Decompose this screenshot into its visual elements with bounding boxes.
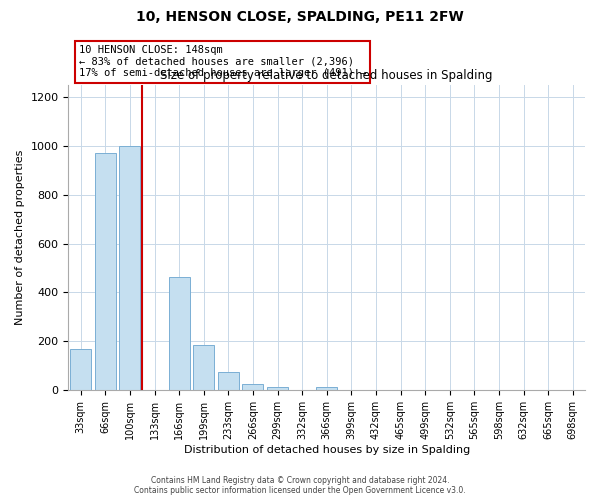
X-axis label: Distribution of detached houses by size in Spalding: Distribution of detached houses by size … <box>184 445 470 455</box>
Text: Contains HM Land Registry data © Crown copyright and database right 2024.
Contai: Contains HM Land Registry data © Crown c… <box>134 476 466 495</box>
Y-axis label: Number of detached properties: Number of detached properties <box>15 150 25 325</box>
Bar <box>70 349 91 391</box>
Title: Size of property relative to detached houses in Spalding: Size of property relative to detached ho… <box>160 69 493 82</box>
Bar <box>242 384 263 390</box>
Text: 10 HENSON CLOSE: 148sqm
← 83% of detached houses are smaller (2,396)
17% of semi: 10 HENSON CLOSE: 148sqm ← 83% of detache… <box>79 45 366 78</box>
Bar <box>95 153 116 390</box>
Bar <box>169 276 190 390</box>
Text: 10, HENSON CLOSE, SPALDING, PE11 2FW: 10, HENSON CLOSE, SPALDING, PE11 2FW <box>136 10 464 24</box>
Bar <box>316 388 337 390</box>
Bar <box>218 372 239 390</box>
Bar <box>119 146 140 390</box>
Bar <box>267 386 288 390</box>
Bar <box>193 345 214 391</box>
